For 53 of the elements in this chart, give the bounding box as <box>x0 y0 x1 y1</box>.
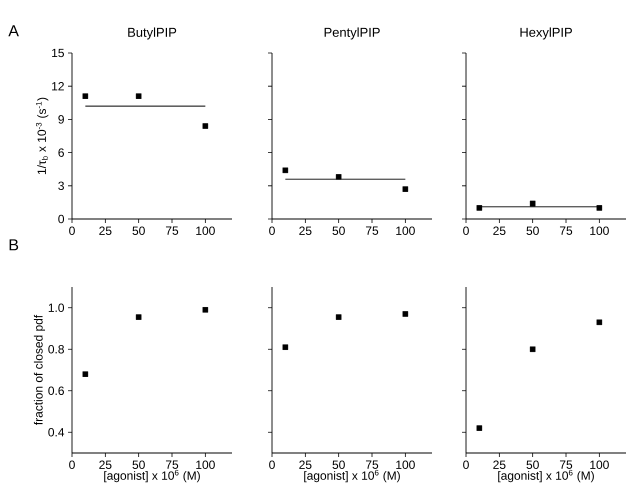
text: B <box>10 239 18 250</box>
x-axis-title: [agonist] x 10$^{6}$ (M) <box>104 470 200 482</box>
x-tick-label: 100 <box>196 226 215 235</box>
x-tick-label: 0 <box>269 226 275 235</box>
x-tick-label: 0 <box>463 460 469 469</box>
y-tick-label: 0.6 <box>48 386 64 395</box>
x-tick-label: 50 <box>332 460 345 469</box>
text: A <box>8 25 19 36</box>
x-tick-label: 0 <box>69 226 75 235</box>
x-tick-label: 50 <box>332 226 345 235</box>
x-tick-label: 0 <box>463 226 469 235</box>
x-tick-label: 50 <box>132 460 145 469</box>
y-tick-label: 9 <box>58 115 64 124</box>
y-tick-label: 0.4 <box>48 428 64 436</box>
x-tick-label: 25 <box>493 460 506 469</box>
x-tick-label: 0 <box>269 460 275 469</box>
x-tick-label: 100 <box>590 460 609 469</box>
y-tick-label: 1.0 <box>48 304 64 312</box>
x-axis-title: [agonist] x 10$^{6}$ (M) <box>498 470 594 482</box>
x-tick-label: 75 <box>366 226 378 235</box>
x-tick-label: 0 <box>69 460 75 469</box>
chart-title: HexylPIP <box>520 27 572 40</box>
y-tick-label: 15 <box>52 48 64 58</box>
x-tick-label: 75 <box>560 226 572 235</box>
x-tick-label: 75 <box>166 460 178 469</box>
point <box>82 371 88 377</box>
y-tick-label: 3 <box>58 182 64 190</box>
x-tick-label: 100 <box>396 226 415 235</box>
y-axis-title: fraction of closed pdf <box>34 314 46 425</box>
x-tick-label: 50 <box>526 460 539 469</box>
x-tick-label: 75 <box>560 460 572 469</box>
x-tick-label: 25 <box>99 226 112 235</box>
chart-title: PentylPIP <box>324 27 380 40</box>
x-tick-label: 100 <box>196 460 215 469</box>
x-tick-label: 50 <box>526 226 539 235</box>
y-tick-label: 12 <box>52 82 64 90</box>
x-tick-label: 25 <box>99 460 112 469</box>
x-tick-label: 75 <box>166 226 178 235</box>
x-tick-label: 25 <box>299 226 312 235</box>
x-axis-title: [agonist] x 10$^{6}$ (M) <box>304 470 400 482</box>
point <box>202 307 208 313</box>
x-tick-label: 100 <box>590 226 609 235</box>
chart-title: ButylPIP <box>128 27 176 40</box>
y-axis-title: 1/τ$_{b}$ x 10$^{-3}$ (s$^{-1}$) <box>36 98 48 174</box>
point <box>136 314 142 320</box>
x-tick-label: 25 <box>493 226 506 235</box>
y-tick-label: 6 <box>58 148 64 157</box>
x-tick-label: 75 <box>366 460 378 469</box>
x-tick-label: 25 <box>299 460 312 469</box>
x-tick-label: 50 <box>132 226 145 235</box>
y-tick-label: 0 <box>58 214 64 224</box>
x-tick-label: 100 <box>396 460 415 469</box>
y-tick-label: 0.8 <box>48 345 64 354</box>
